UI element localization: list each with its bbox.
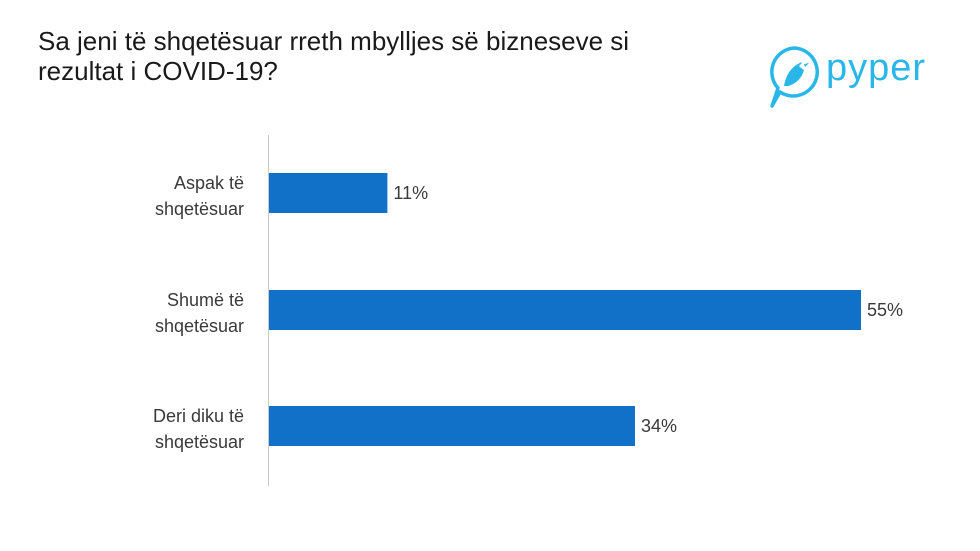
pyper-logo: pyper [766, 42, 956, 112]
category-label-line: Deri diku të [153, 406, 244, 426]
slide-title: Sa jeni të shqetësuar rreth mbylljes së … [38, 26, 738, 86]
bars-layer [269, 173, 861, 446]
bar-0 [269, 173, 388, 213]
category-label-line: shqetësuar [155, 432, 244, 452]
value-label-1: 55% [867, 300, 903, 320]
bar-2 [269, 406, 635, 446]
bird-icon [770, 46, 819, 108]
category-label-2: Deri diku të shqetësuar [153, 406, 244, 452]
bar-1 [269, 290, 861, 330]
category-label-0: Aspak të shqetësuar [155, 173, 244, 219]
logo-wordmark: pyper [826, 47, 927, 89]
value-label-2: 34% [641, 416, 677, 436]
category-label-1: Shumë të shqetësuar [155, 290, 244, 336]
title-line-1: Sa jeni të shqetësuar rreth mbylljes së … [38, 26, 630, 56]
category-label-line: shqetësuar [155, 199, 244, 219]
labels-layer: 11% Aspak të shqetësuar 55% Shumë të shqetësu… [153, 173, 903, 452]
category-label-line: shqetësuar [155, 316, 244, 336]
title-line-2: rezultat i COVID-19? [38, 56, 278, 86]
category-label-line: Shumë të [167, 290, 244, 310]
value-label-0: 11% [393, 183, 428, 203]
category-label-line: Aspak të [174, 173, 244, 193]
